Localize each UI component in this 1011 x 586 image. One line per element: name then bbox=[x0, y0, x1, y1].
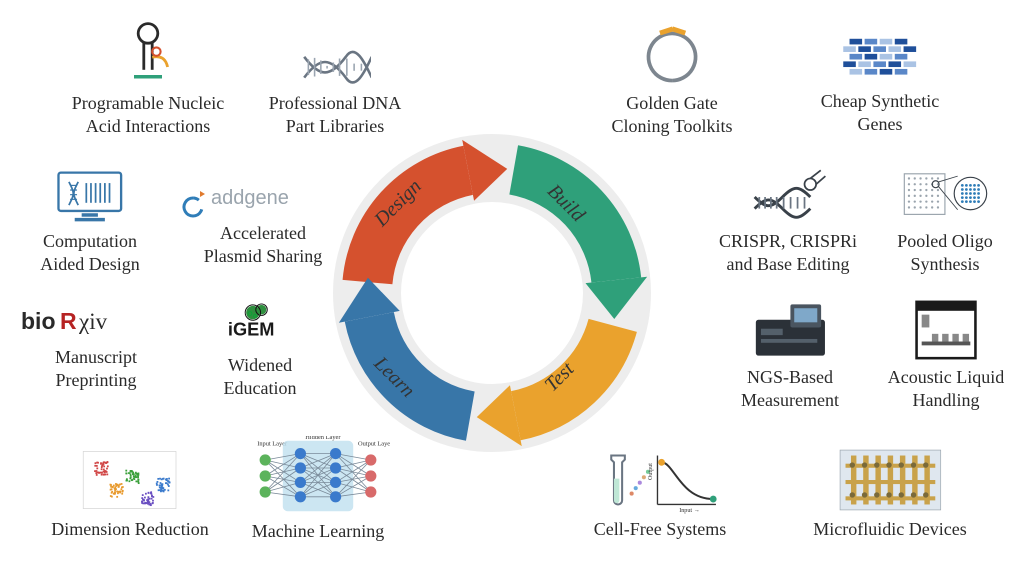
dna-libraries-icon bbox=[245, 36, 425, 88]
golden-gate-icon bbox=[582, 26, 762, 88]
biorxiv-icon: bio R χiv bbox=[6, 302, 186, 342]
acoustic-label: Acoustic LiquidHandling bbox=[866, 366, 1011, 411]
igem: iGEM WidenedEducation bbox=[180, 302, 340, 399]
ml-icon: Input LayerHidden LayerOutput Layer bbox=[218, 436, 418, 516]
ngs-icon bbox=[700, 298, 880, 362]
ngs-label: NGS-BasedMeasurement bbox=[700, 366, 880, 411]
golden-gate-label: Golden GateCloning Toolkits bbox=[582, 92, 762, 137]
dim-red: Dimension Reduction bbox=[30, 446, 230, 541]
addgene-label: AcceleratedPlasmid Sharing bbox=[168, 222, 358, 267]
svg-text:χiv: χiv bbox=[78, 309, 108, 334]
crispr-icon bbox=[688, 168, 888, 226]
svg-text:Output Layer: Output Layer bbox=[358, 441, 390, 448]
biorxiv: bio R χiv ManuscriptPreprinting bbox=[6, 302, 186, 391]
crispr-label: CRISPR, CRISPRiand Base Editing bbox=[688, 230, 888, 275]
pooled-oligo: Pooled OligoSynthesis bbox=[870, 168, 1011, 275]
comp-design-icon bbox=[0, 168, 180, 226]
svg-text:R: R bbox=[60, 308, 77, 334]
ml: Input LayerHidden LayerOutput LayerMachi… bbox=[218, 436, 418, 543]
cell-free-icon: Output Input → bbox=[560, 446, 760, 514]
igem-icon: iGEM bbox=[180, 302, 340, 350]
prog-nucleic-label: Programable NucleicAcid Interactions bbox=[48, 92, 248, 137]
dna-libraries: Professional DNAPart Libraries bbox=[245, 36, 425, 137]
dna-libraries-label: Professional DNAPart Libraries bbox=[245, 92, 425, 137]
svg-text:bio: bio bbox=[21, 308, 56, 334]
pooled-oligo-label: Pooled OligoSynthesis bbox=[870, 230, 1011, 275]
pooled-oligo-icon bbox=[870, 168, 1011, 226]
svg-text:Output: Output bbox=[648, 463, 654, 480]
acoustic: Acoustic LiquidHandling bbox=[866, 298, 1011, 411]
microfluidic-icon bbox=[790, 446, 990, 514]
comp-design-label: ComputationAided Design bbox=[0, 230, 180, 275]
svg-text:iGEM: iGEM bbox=[228, 319, 275, 340]
cheap-genes-icon bbox=[790, 28, 970, 86]
cell-free-label: Cell-Free Systems bbox=[560, 518, 760, 541]
dim-red-icon bbox=[30, 446, 230, 514]
prog-nucleic-icon bbox=[48, 18, 248, 88]
ml-label: Machine Learning bbox=[218, 520, 418, 543]
svg-text:addgene: addgene bbox=[211, 187, 289, 209]
biorxiv-label: ManuscriptPreprinting bbox=[6, 346, 186, 391]
microfluidic: Microfluidic Devices bbox=[790, 446, 990, 541]
dim-red-label: Dimension Reduction bbox=[30, 518, 230, 541]
golden-gate: Golden GateCloning Toolkits bbox=[582, 26, 762, 137]
svg-text:Hidden Layer: Hidden Layer bbox=[305, 436, 341, 441]
cheap-genes-label: Cheap SyntheticGenes bbox=[790, 90, 970, 135]
comp-design: ComputationAided Design bbox=[0, 168, 180, 275]
addgene-icon: addgene bbox=[168, 178, 358, 218]
cheap-genes: Cheap SyntheticGenes bbox=[790, 28, 970, 135]
igem-label: WidenedEducation bbox=[180, 354, 340, 399]
addgene: addgene AcceleratedPlasmid Sharing bbox=[168, 178, 358, 267]
svg-text:Input →: Input → bbox=[679, 508, 700, 514]
acoustic-icon bbox=[866, 298, 1011, 362]
dbtl-cycle bbox=[312, 113, 672, 478]
cell-free: Output Input → Cell-Free Systems bbox=[560, 446, 760, 541]
ngs: NGS-BasedMeasurement bbox=[700, 298, 880, 411]
crispr: CRISPR, CRISPRiand Base Editing bbox=[688, 168, 888, 275]
prog-nucleic: Programable NucleicAcid Interactions bbox=[48, 18, 248, 137]
microfluidic-label: Microfluidic Devices bbox=[790, 518, 990, 541]
